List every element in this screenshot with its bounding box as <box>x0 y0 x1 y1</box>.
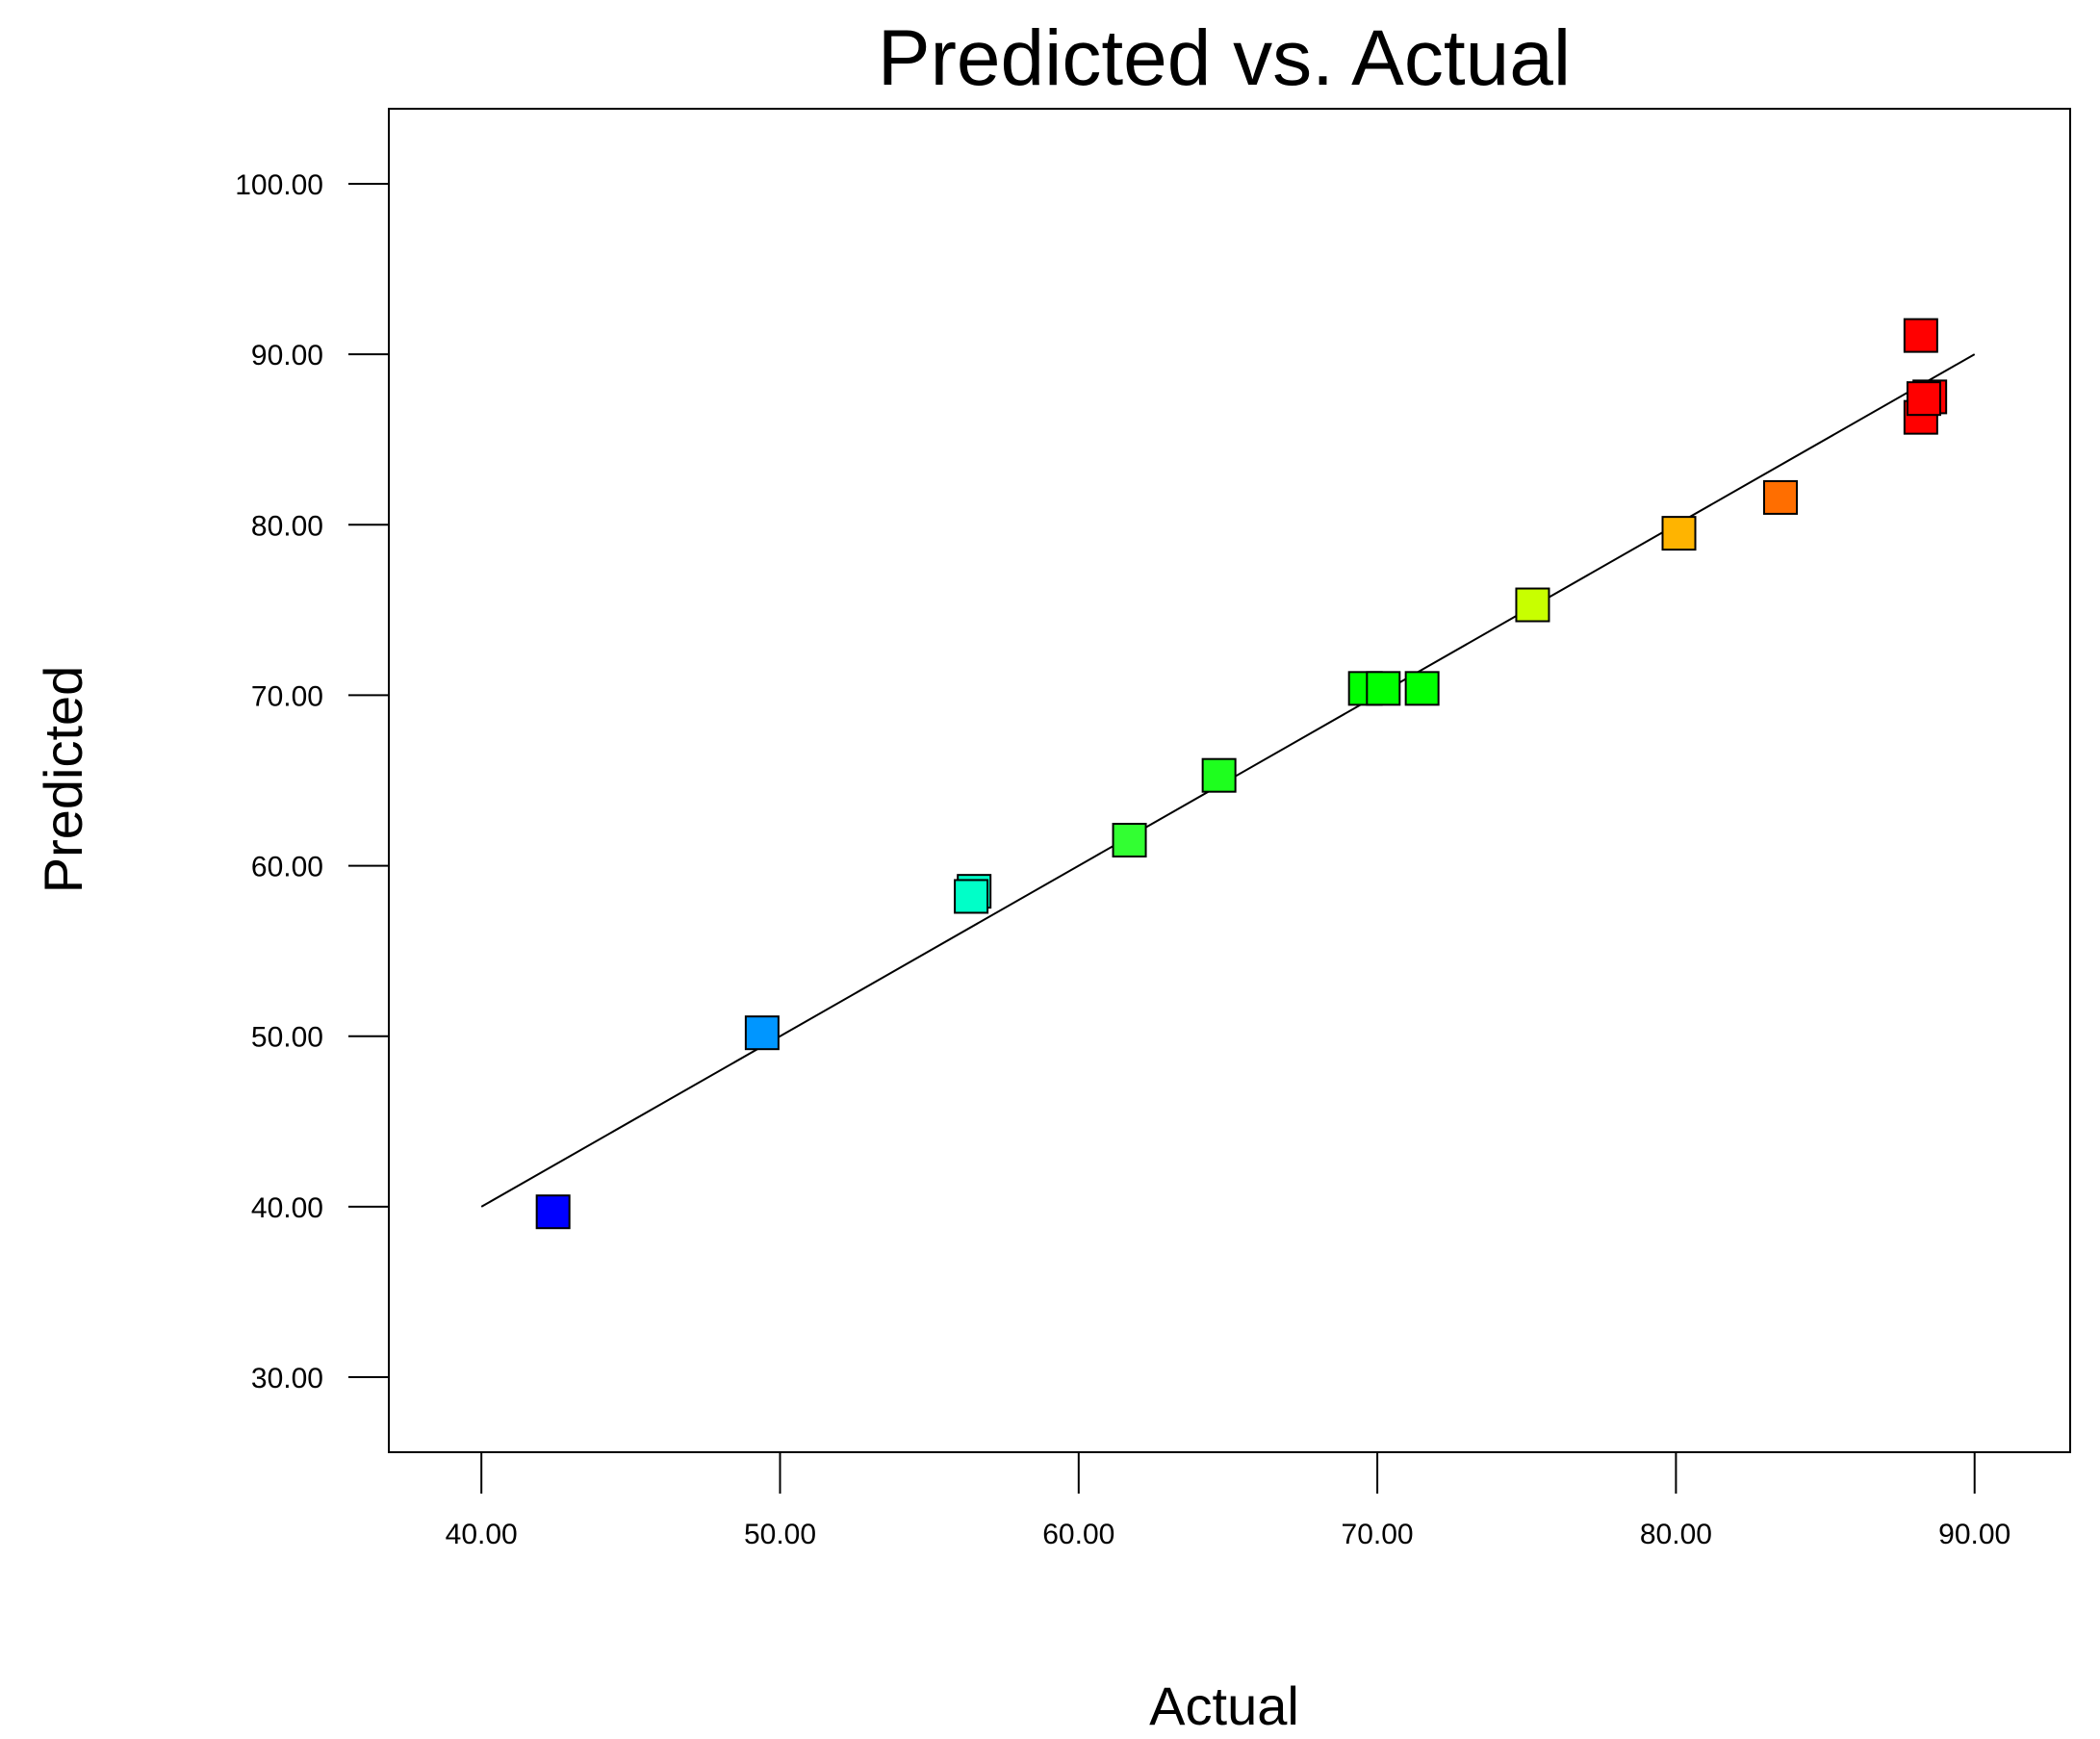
data-point <box>954 879 989 914</box>
y-tick-label: 40.00 <box>251 1192 323 1224</box>
data-point <box>744 1015 780 1051</box>
data-point <box>1661 516 1697 551</box>
data-point <box>1763 479 1799 515</box>
x-axis: 40.00 50.00 60.00 70.00 80.00 90.00 <box>446 1452 2010 1550</box>
x-tick-label: 40.00 <box>446 1519 518 1550</box>
x-tick-label: 70.00 <box>1342 1519 1414 1550</box>
x-tick-label: 80.00 <box>1640 1519 1712 1550</box>
data-point <box>1201 757 1237 793</box>
chart-title: Predicted vs. Actual <box>878 14 1571 102</box>
data-point <box>1515 587 1550 623</box>
data-point <box>535 1194 571 1230</box>
y-axis: 30.00 40.00 50.00 60.00 70.00 80.00 90.00 100.0… <box>235 169 389 1394</box>
y-tick-label: 90.00 <box>251 340 323 371</box>
y-tick-label: 30.00 <box>251 1363 323 1394</box>
x-axis-title: Actual <box>1149 1675 1299 1736</box>
x-tick-label: 60.00 <box>1042 1519 1114 1550</box>
y-axis-title: Predicted <box>33 666 93 894</box>
data-points <box>535 318 1948 1230</box>
y-tick-label: 50.00 <box>251 1022 323 1054</box>
data-point <box>1404 671 1440 706</box>
y-tick-label: 100.00 <box>235 169 323 201</box>
data-point <box>1906 381 1941 417</box>
y-tick-label: 70.00 <box>251 680 323 712</box>
data-point <box>1112 823 1147 858</box>
y-tick-label: 60.00 <box>251 852 323 883</box>
data-point <box>1903 318 1938 353</box>
x-tick-label: 50.00 <box>744 1519 816 1550</box>
x-tick-label: 90.00 <box>1938 1519 2010 1550</box>
data-point <box>1366 671 1401 706</box>
plot-frame <box>388 108 2071 1453</box>
y-tick-label: 80.00 <box>251 510 323 542</box>
